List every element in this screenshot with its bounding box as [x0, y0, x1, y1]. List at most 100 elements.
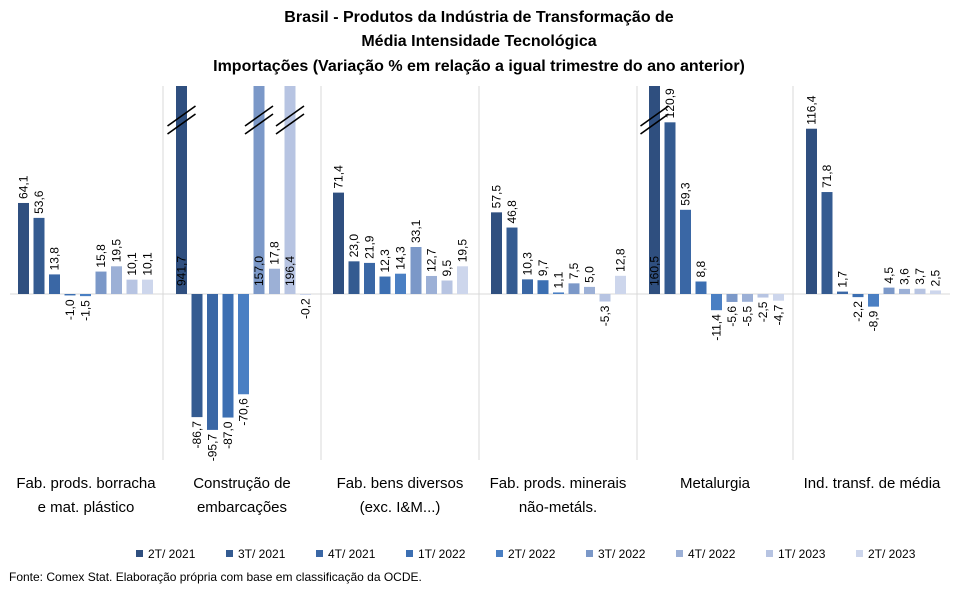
value-label-3-1: 46,8: [505, 200, 519, 224]
legend-label-5: 3T/ 2022: [598, 547, 646, 561]
value-label-1-6: 17,8: [268, 241, 282, 265]
axis-break-mark-3-0: [275, 105, 305, 127]
value-label-2-1: 23,0: [347, 234, 361, 258]
value-label-5-6: 3,6: [898, 268, 912, 285]
value-label-2-7: 9,5: [440, 260, 454, 277]
value-label-5-8: 2,5: [929, 269, 943, 286]
bar-0-5: [95, 271, 107, 294]
bar-1-0: [176, 86, 187, 294]
legend-swatch-1: [226, 550, 233, 557]
value-label-0-7: 10,1: [125, 252, 139, 276]
value-label-2-3: 12,3: [378, 249, 392, 273]
bar-3-4: [553, 292, 564, 294]
bar-2-6: [426, 275, 437, 294]
bar-0-0: [18, 202, 29, 294]
bar-0-1: [33, 217, 45, 294]
axis-break-mark-0-1: [167, 113, 196, 135]
legend-label-3: 1T/ 2022: [418, 547, 466, 561]
value-label-1-1: -86,7: [190, 421, 204, 449]
bar-1-1: [191, 294, 203, 418]
category-label-2-1: (exc. I&M...): [360, 499, 441, 516]
bar-2-2: [364, 262, 375, 294]
axis-break-mark-2-1: [244, 113, 274, 135]
bar-5-1: [821, 192, 833, 294]
bar-0-6: [111, 266, 122, 294]
legend-swatch-2: [316, 550, 323, 557]
bar-5-0: [806, 128, 817, 294]
bar-4-8: [773, 294, 784, 301]
bar-5-7: [914, 288, 926, 294]
bar-0-8: [142, 279, 153, 294]
value-label-4-3: 8,8: [694, 260, 708, 277]
bar-2-3: [379, 276, 391, 294]
legend-label-8: 2T/ 2023: [868, 547, 916, 561]
value-label-3-8: 12,8: [614, 248, 628, 272]
bar-1-2: [207, 294, 218, 430]
value-label-0-5: 15,8: [94, 244, 108, 268]
value-label-0-6: 19,5: [110, 239, 124, 263]
value-label-1-3: -87,0: [221, 421, 235, 449]
axis-break-mark-1-1: [640, 113, 669, 135]
bar-5-2: [837, 291, 848, 294]
chart-title-line-1: Brasil - Produtos da Indústria de Transf…: [284, 9, 674, 26]
legend-label-1: 3T/ 2021: [238, 547, 286, 561]
chart-title-line-3: Importações (Variação % em relação a igu…: [213, 58, 745, 75]
bar-3-5: [568, 283, 580, 294]
bar-5-3: [852, 294, 864, 298]
axis-break-mark-0-0: [167, 105, 196, 127]
value-label-4-5: -5,6: [725, 306, 739, 327]
bar-5-6: [899, 288, 910, 294]
value-label-1-0: 941,7: [175, 256, 189, 286]
value-label-5-2: 1,7: [836, 271, 850, 288]
category-label-2-0: Fab. bens diversos: [337, 475, 464, 492]
bar-3-2: [522, 279, 533, 294]
value-label-1-5: 157,0: [252, 256, 266, 286]
legend-label-6: 4T/ 2022: [688, 547, 736, 561]
value-label-1-8: -0,2: [299, 298, 313, 319]
bar-1-8: [300, 294, 311, 295]
bar-1-7: [284, 86, 296, 294]
value-label-3-3: 9,7: [536, 259, 550, 276]
category-label-0-0: Fab. prods. borracha: [16, 475, 156, 492]
value-label-1-7: 196,4: [283, 256, 297, 286]
value-label-4-1: 120,9: [663, 88, 677, 118]
value-label-4-8: -4,7: [772, 304, 786, 325]
bar-4-3: [695, 281, 707, 294]
bar-3-8: [615, 275, 626, 294]
value-label-0-0: 64,1: [17, 175, 31, 199]
legend-swatch-5: [586, 550, 593, 557]
value-label-0-2: 13,8: [48, 247, 62, 271]
category-label-3-1: não-metáls.: [519, 499, 597, 516]
value-label-2-6: 12,7: [425, 248, 439, 272]
category-label-1-1: embarcações: [197, 499, 287, 516]
value-label-1-4: -70,6: [237, 398, 251, 426]
source-note: Fonte: Comex Stat. Elaboração própria co…: [9, 570, 422, 584]
bar-0-3: [64, 294, 76, 296]
bar-1-4: [238, 294, 249, 395]
axis-break-mark-1-0: [640, 105, 669, 127]
bar-2-7: [441, 280, 453, 294]
value-label-2-8: 19,5: [456, 239, 470, 263]
bar-3-0: [491, 212, 502, 294]
bar-3-3: [537, 280, 549, 294]
bar-4-6: [742, 294, 753, 302]
value-label-4-6: -5,5: [741, 305, 755, 326]
value-label-3-6: 5,0: [583, 266, 597, 283]
chart-title-line-2: Média Intensidade Tecnológica: [361, 33, 597, 50]
bar-2-5: [410, 246, 422, 294]
legend-label-4: 2T/ 2022: [508, 547, 556, 561]
bar-2-4: [395, 273, 406, 294]
bar-4-0: [649, 86, 660, 294]
value-label-0-4: -1,5: [79, 300, 93, 321]
legend-swatch-0: [136, 550, 143, 557]
category-label-5-0: Ind. transf. de média: [804, 475, 941, 492]
value-label-1-2: -95,7: [206, 434, 220, 462]
value-label-2-5: 33,1: [409, 219, 423, 243]
value-label-5-3: -2,2: [851, 301, 865, 322]
value-label-3-5: 7,5: [567, 262, 581, 279]
value-label-4-4: -11,4: [710, 314, 724, 341]
value-label-3-0: 57,5: [490, 185, 504, 209]
value-label-2-4: 14,3: [394, 246, 408, 270]
axis-break-mark-2-0: [244, 105, 274, 127]
bar-0-7: [126, 279, 138, 294]
